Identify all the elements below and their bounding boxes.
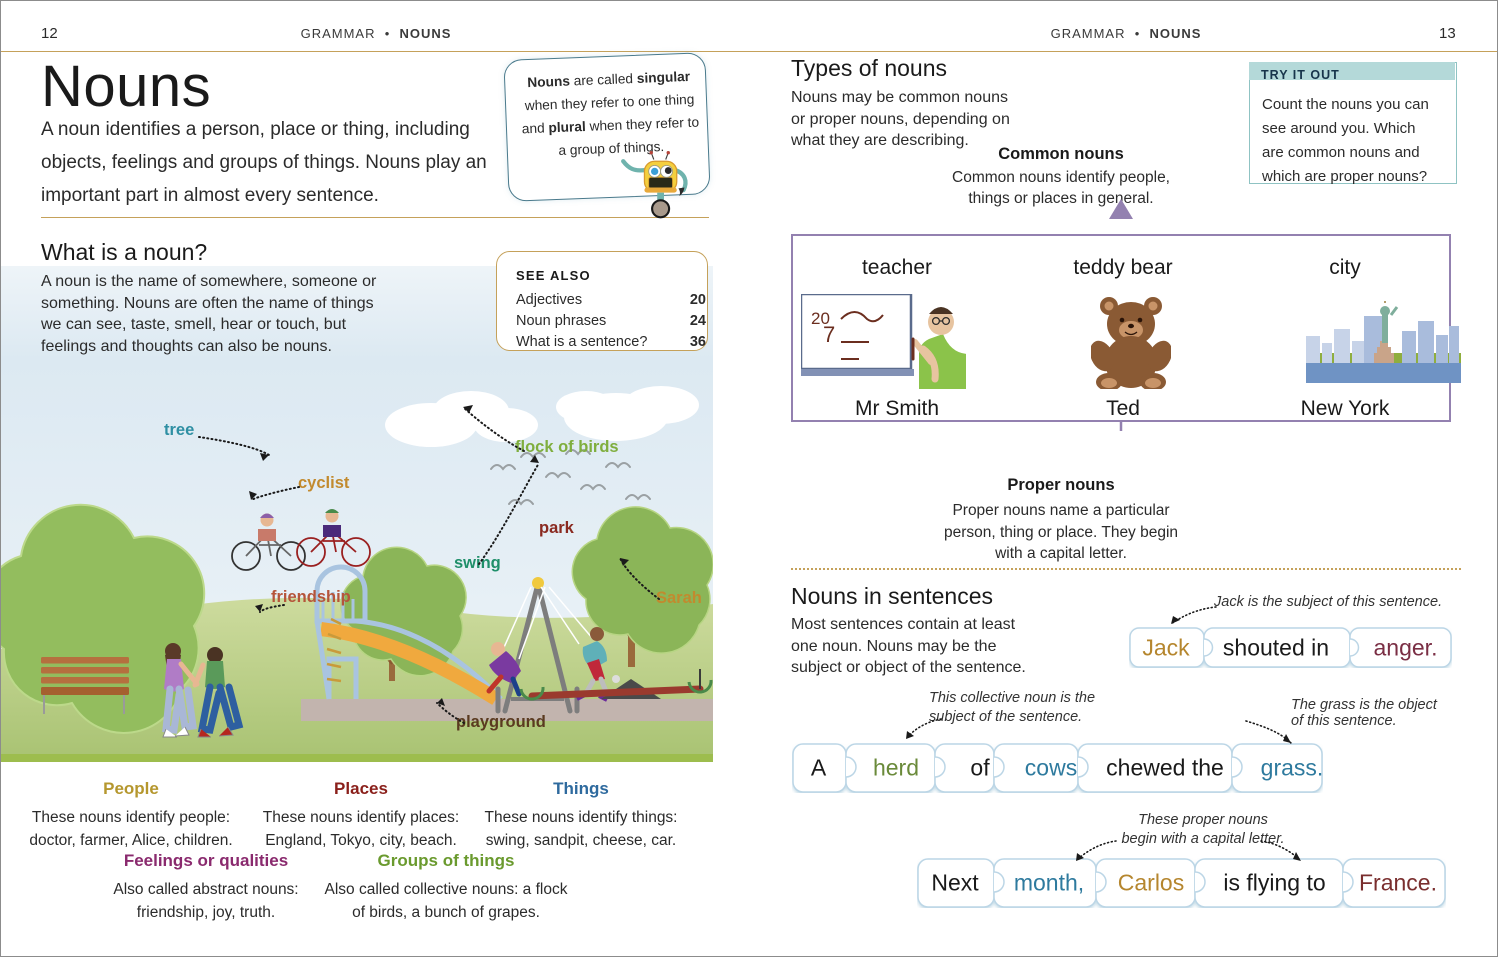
svg-text:7: 7 bbox=[823, 322, 835, 347]
